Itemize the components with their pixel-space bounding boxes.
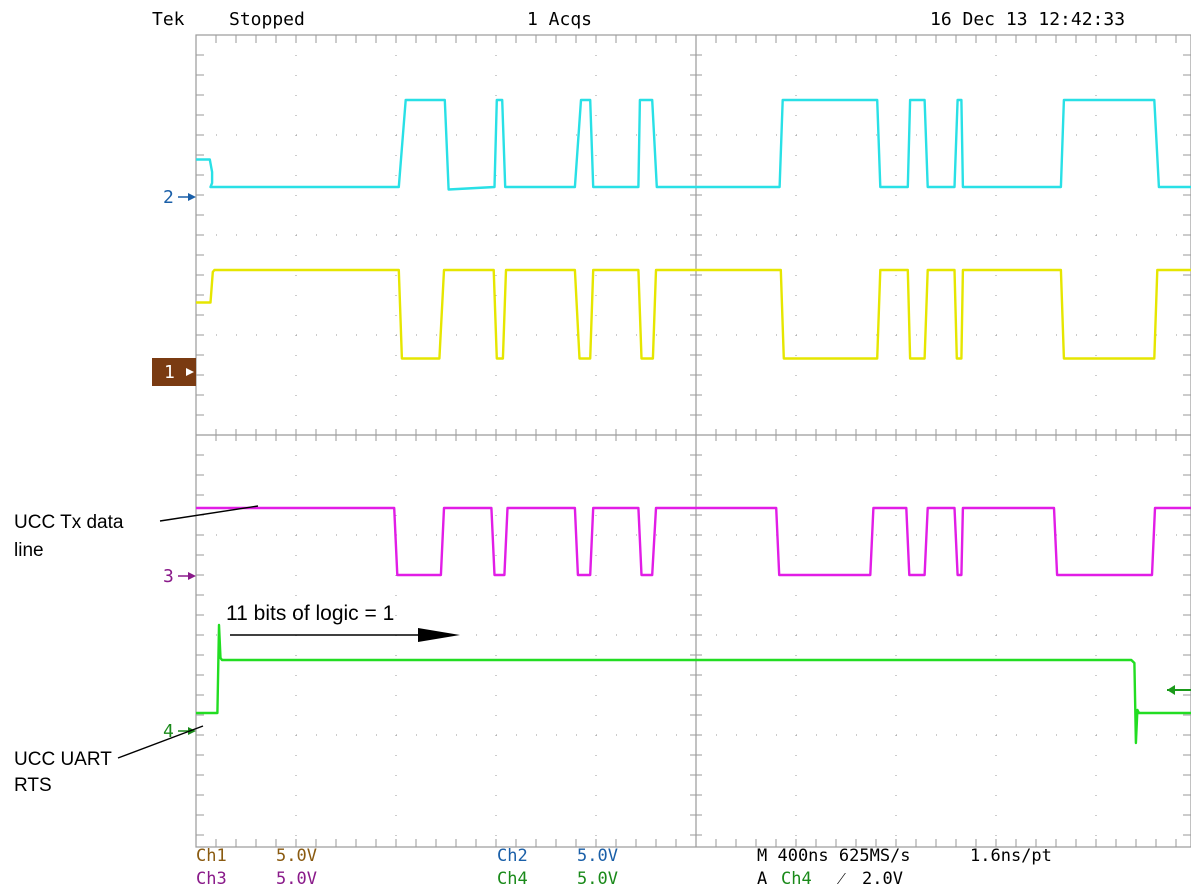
- annotation-rts-line-1: UCC UART: [14, 749, 112, 770]
- trigger-prefix: A: [757, 869, 767, 889]
- capture-datetime: 16 Dec 13 12:42:33: [930, 9, 1125, 30]
- annotation-tx-leader: [159, 505, 259, 522]
- acquisition-status: Stopped: [229, 9, 305, 30]
- graticule: [195, 34, 1191, 848]
- brand-label: Tek: [152, 9, 185, 30]
- channel-markers: 2 1 3 4: [152, 187, 196, 742]
- annotation-bits: 11 bits of logic = 1: [226, 602, 394, 625]
- resolution-readout: 1.6ns/pt: [970, 846, 1052, 866]
- channel-marker-ch3[interactable]: 3: [163, 566, 196, 587]
- trigger-source: Ch4: [781, 869, 812, 889]
- trace-ch4: [196, 623, 1191, 745]
- trace-ch1: [196, 268, 1191, 360]
- channel-marker-label: 2: [163, 187, 174, 208]
- ch1-scale: 5.0V: [276, 846, 317, 866]
- trigger-slope-icon: ⁄: [837, 869, 846, 889]
- acquisition-count: 1 Acqs: [527, 9, 592, 30]
- annotation-rts: UCC UART RTS: [14, 749, 117, 796]
- ch3-scale: 5.0V: [276, 869, 317, 889]
- ch3-label: Ch3: [196, 869, 227, 889]
- trigger-level-arrow-icon: [1167, 685, 1191, 695]
- trigger-level: 2.0V: [862, 869, 903, 889]
- ch4-label: Ch4: [497, 869, 528, 889]
- trace-ch2: [196, 98, 1191, 191]
- annotation-bits-arrow-head: [418, 628, 460, 642]
- annotation-tx-line: UCC Tx data line: [14, 512, 129, 561]
- ch4-scale: 5.0V: [577, 869, 618, 889]
- timebase-readout: M 400ns 625MS/s: [757, 846, 911, 866]
- annotation-rts-leader: [117, 725, 204, 759]
- traces: [196, 98, 1191, 745]
- ch2-scale: 5.0V: [577, 846, 618, 866]
- annotation-tx-line-1: UCC Tx data: [14, 512, 124, 533]
- annotation-tx-line-2: line: [14, 540, 44, 561]
- channel-marker-ch1[interactable]: 1: [152, 358, 196, 386]
- channel-marker-label: 4: [163, 721, 174, 742]
- trace-ch3: [196, 506, 1191, 577]
- channel-marker-label: 3: [163, 566, 174, 587]
- annotation-rts-line-2: RTS: [14, 775, 52, 796]
- ch2-label: Ch2: [497, 846, 528, 866]
- channel-marker-ch2[interactable]: 2: [163, 187, 196, 208]
- ch1-label: Ch1: [196, 846, 227, 866]
- channel-marker-label: 1: [164, 362, 175, 383]
